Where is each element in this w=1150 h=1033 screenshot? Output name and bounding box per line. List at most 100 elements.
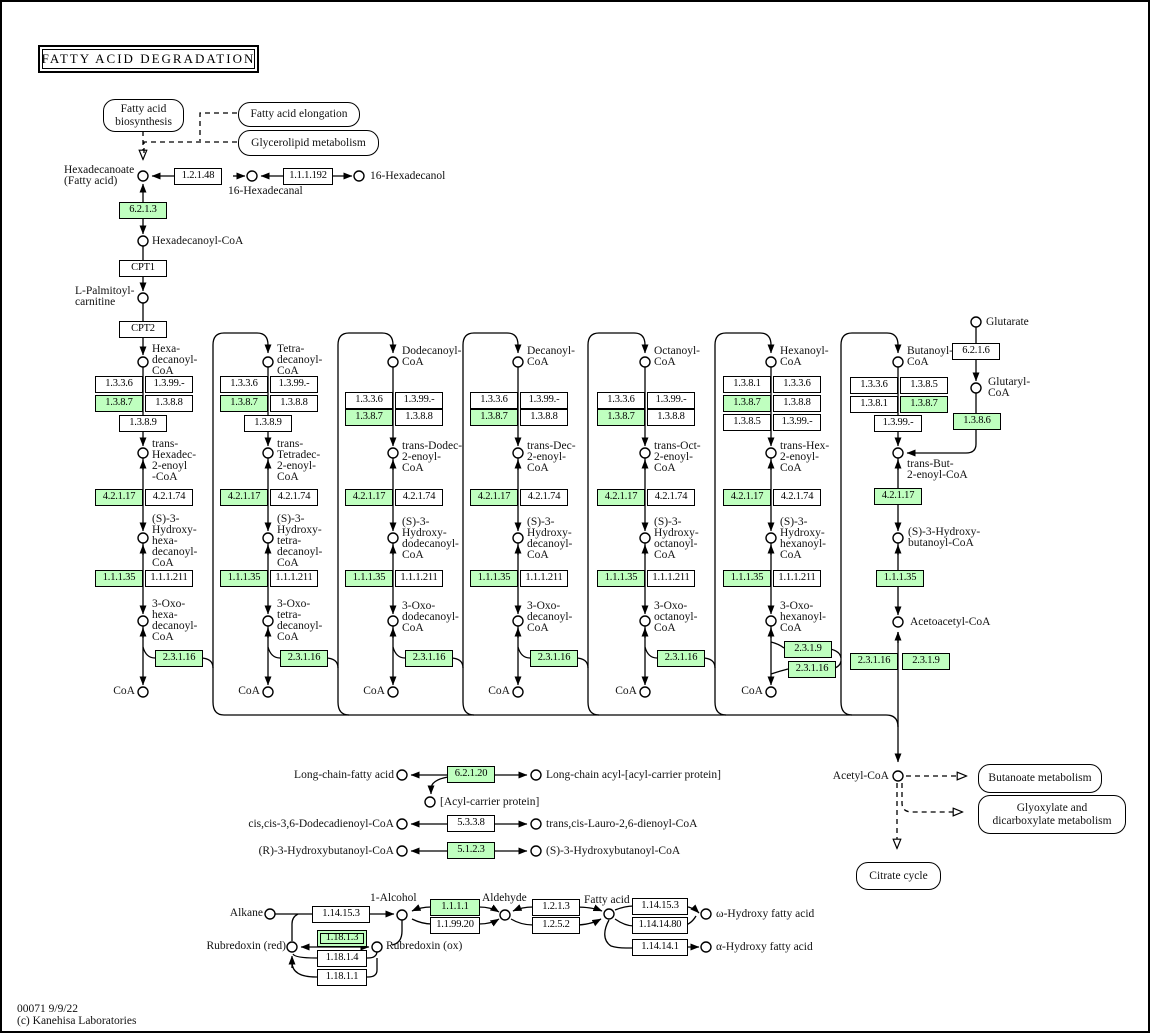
enzyme-box-1.3.8.9[interactable]: 1.3.8.9 [119, 415, 167, 432]
compound-glutaryl-coa[interactable] [970, 382, 982, 394]
compound-trans-hex-2-enoyl-coa[interactable] [765, 447, 777, 459]
compound-trans-hexadec-2-enoyl-coa[interactable] [137, 447, 149, 459]
enzyme-box-2.3.1.16[interactable]: 2.3.1.16 [280, 650, 328, 667]
compound-3-oxo-tetradecanoyl-coa[interactable] [262, 615, 274, 627]
compound-dodecanoyl-coa[interactable] [387, 356, 399, 368]
enzyme-box-1.3.8.8[interactable]: 1.3.8.8 [647, 409, 695, 426]
compound-s3-hydroxybutanoyl-coa-2[interactable] [530, 845, 542, 857]
compound-16-hexadecanal[interactable] [246, 170, 258, 182]
compound-trans-oct-2-enoyl-coa[interactable] [639, 447, 651, 459]
pathway-link-glycerolipid-metabolism[interactable]: Glycerolipid metabolism [238, 130, 379, 156]
enzyme-box-1.3.99[interactable]: 1.3.99.- [520, 392, 568, 409]
enzyme-box-1.1.1.211[interactable]: 1.1.1.211 [270, 570, 318, 587]
enzyme-box-1.3.3.6[interactable]: 1.3.3.6 [345, 392, 393, 409]
compound-hexadecanoyl-coa[interactable] [137, 235, 149, 247]
compound-coa-1[interactable] [137, 686, 149, 698]
enzyme-box-5.3.3.8[interactable]: 5.3.3.8 [447, 815, 495, 832]
compound-hexanoyl-coa[interactable] [765, 356, 777, 368]
enzyme-box-2.3.1.9[interactable]: 2.3.1.9 [902, 653, 950, 670]
compound-s3-hydroxy-dodecanoyl-coa[interactable] [387, 532, 399, 544]
enzyme-box-1.3.99[interactable]: 1.3.99.- [773, 414, 821, 431]
enzyme-box-2.3.1.16[interactable]: 2.3.1.16 [530, 650, 578, 667]
enzyme-box-1.1.1.35[interactable]: 1.1.1.35 [345, 570, 393, 587]
compound-hexadecanoyl-coa-entry[interactable] [137, 356, 149, 368]
pathway-link-glyoxylate-metabolism[interactable]: Glyoxylate and dicarboxylate metabolism [978, 795, 1126, 834]
compound-omega-hydroxy-fatty-acid[interactable] [700, 908, 712, 920]
enzyme-box-1.3.8.8[interactable]: 1.3.8.8 [520, 409, 568, 426]
compound-3-oxo-hexadecanoyl-coa[interactable] [137, 615, 149, 627]
enzyme-box-1.1.1.1[interactable]: 1.1.1.1 [430, 899, 480, 916]
enzyme-box-cpt2[interactable]: CPT2 [119, 321, 167, 338]
compound-tetradecanoyl-coa[interactable] [262, 356, 274, 368]
enzyme-box-1.2.5.2[interactable]: 1.2.5.2 [532, 917, 580, 934]
enzyme-box-1.3.8.7[interactable]: 1.3.8.7 [95, 395, 143, 412]
compound-cis-cis-dodecadienoyl-coa[interactable] [396, 818, 408, 830]
enzyme-box-1.2.1.3[interactable]: 1.2.1.3 [532, 899, 580, 916]
enzyme-box-1.3.99[interactable]: 1.3.99.- [647, 392, 695, 409]
compound-rubredoxin-ox[interactable] [371, 941, 383, 953]
enzyme-box-1.14.14.1[interactable]: 1.14.14.1 [632, 939, 688, 956]
compound-alpha-hydroxy-fatty-acid[interactable] [700, 941, 712, 953]
enzyme-box-1.1.1.211[interactable]: 1.1.1.211 [395, 570, 443, 587]
enzyme-box-1.2.1.48[interactable]: 1.2.1.48 [174, 168, 222, 185]
compound-s3-hydroxy-hexadecanoyl-coa[interactable] [137, 532, 149, 544]
enzyme-box-1.3.3.6[interactable]: 1.3.3.6 [95, 376, 143, 393]
compound-trans-tetradec-2-enoyl-coa[interactable] [262, 447, 274, 459]
enzyme-box-1.1.1.35[interactable]: 1.1.1.35 [95, 570, 143, 587]
enzyme-box-1.3.8.7[interactable]: 1.3.8.7 [723, 395, 771, 412]
compound-coa-6[interactable] [765, 686, 777, 698]
compound-3-oxo-decanoyl-coa[interactable] [512, 615, 524, 627]
compound-3-oxo-hexanoyl-coa[interactable] [765, 615, 777, 627]
enzyme-box-1.3.99[interactable]: 1.3.99.- [874, 415, 922, 432]
enzyme-box-1.1.1.35[interactable]: 1.1.1.35 [470, 570, 518, 587]
compound-trans-dodec-2-enoyl-coa[interactable] [387, 447, 399, 459]
compound-trans-but-2-enoyl-coa[interactable] [892, 447, 904, 459]
enzyme-box-1.3.3.6[interactable]: 1.3.3.6 [850, 377, 898, 394]
compound-coa-4[interactable] [512, 686, 524, 698]
compound-coa-2[interactable] [262, 686, 274, 698]
enzyme-box-1.1.1.211[interactable]: 1.1.1.211 [647, 570, 695, 587]
compound-s3-hydroxy-octanoyl-coa[interactable] [639, 532, 651, 544]
enzyme-box-4.2.1.17[interactable]: 4.2.1.17 [345, 489, 393, 506]
compound-long-chain-acyl-acp[interactable] [530, 769, 542, 781]
enzyme-box-2.3.1.16[interactable]: 2.3.1.16 [657, 650, 705, 667]
enzyme-box-6.2.1.3[interactable]: 6.2.1.3 [119, 202, 167, 219]
enzyme-box-1.3.8.5[interactable]: 1.3.8.5 [723, 414, 771, 431]
enzyme-box-cpt1[interactable]: CPT1 [119, 260, 167, 277]
enzyme-box-1.3.3.6[interactable]: 1.3.3.6 [773, 376, 821, 393]
enzyme-box-1.3.8.1[interactable]: 1.3.8.1 [850, 396, 898, 413]
enzyme-box-1.18.1.3[interactable]: 1.18.1.3 [317, 930, 367, 947]
enzyme-box-1.1.1.35[interactable]: 1.1.1.35 [876, 570, 924, 587]
compound-l-palmitoyl-carnitine[interactable] [137, 292, 149, 304]
enzyme-box-1.3.99[interactable]: 1.3.99.- [145, 376, 193, 393]
enzyme-box-1.1.1.35[interactable]: 1.1.1.35 [597, 570, 645, 587]
enzyme-box-4.2.1.74[interactable]: 4.2.1.74 [520, 489, 568, 506]
enzyme-box-5.1.2.3[interactable]: 5.1.2.3 [447, 842, 495, 859]
compound-s3-hydroxy-decanoyl-coa[interactable] [512, 532, 524, 544]
enzyme-box-2.3.1.16[interactable]: 2.3.1.16 [788, 661, 836, 678]
compound-16-hexadecanol[interactable] [353, 170, 365, 182]
enzyme-box-1.3.8.5[interactable]: 1.3.8.5 [900, 377, 948, 394]
compound-s3-hydroxy-tetradecanoyl-coa[interactable] [262, 532, 274, 544]
enzyme-box-2.3.1.9[interactable]: 2.3.1.9 [784, 641, 832, 658]
enzyme-box-2.3.1.16[interactable]: 2.3.1.16 [155, 650, 203, 667]
enzyme-box-6.2.1.6[interactable]: 6.2.1.6 [952, 343, 1000, 360]
compound-3-oxo-octanoyl-coa[interactable] [639, 615, 651, 627]
enzyme-box-4.2.1.17[interactable]: 4.2.1.17 [95, 489, 143, 506]
enzyme-box-4.2.1.17[interactable]: 4.2.1.17 [597, 489, 645, 506]
compound-rubredoxin-red[interactable] [286, 941, 298, 953]
compound-3-oxo-dodecanoyl-coa[interactable] [387, 615, 399, 627]
enzyme-box-1.3.8.8[interactable]: 1.3.8.8 [395, 409, 443, 426]
compound-decanoyl-coa[interactable] [512, 356, 524, 368]
enzyme-box-1.1.1.211[interactable]: 1.1.1.211 [773, 570, 821, 587]
enzyme-box-1.14.15.3[interactable]: 1.14.15.3 [312, 906, 370, 923]
enzyme-box-1.18.1.4[interactable]: 1.18.1.4 [317, 950, 367, 967]
compound-butanoyl-coa[interactable] [892, 356, 904, 368]
pathway-link-fatty-acid-biosynthesis[interactable]: Fatty acid biosynthesis [103, 99, 184, 132]
enzyme-box-6.2.1.20[interactable]: 6.2.1.20 [447, 766, 495, 783]
enzyme-box-1.3.3.6[interactable]: 1.3.3.6 [220, 376, 268, 393]
enzyme-box-1.3.8.6[interactable]: 1.3.8.6 [953, 413, 1001, 430]
compound-alkane[interactable] [264, 908, 276, 920]
compound-s3-hydroxy-butanoyl-coa[interactable] [892, 532, 904, 544]
enzyme-box-1.18.1.1[interactable]: 1.18.1.1 [317, 969, 367, 986]
